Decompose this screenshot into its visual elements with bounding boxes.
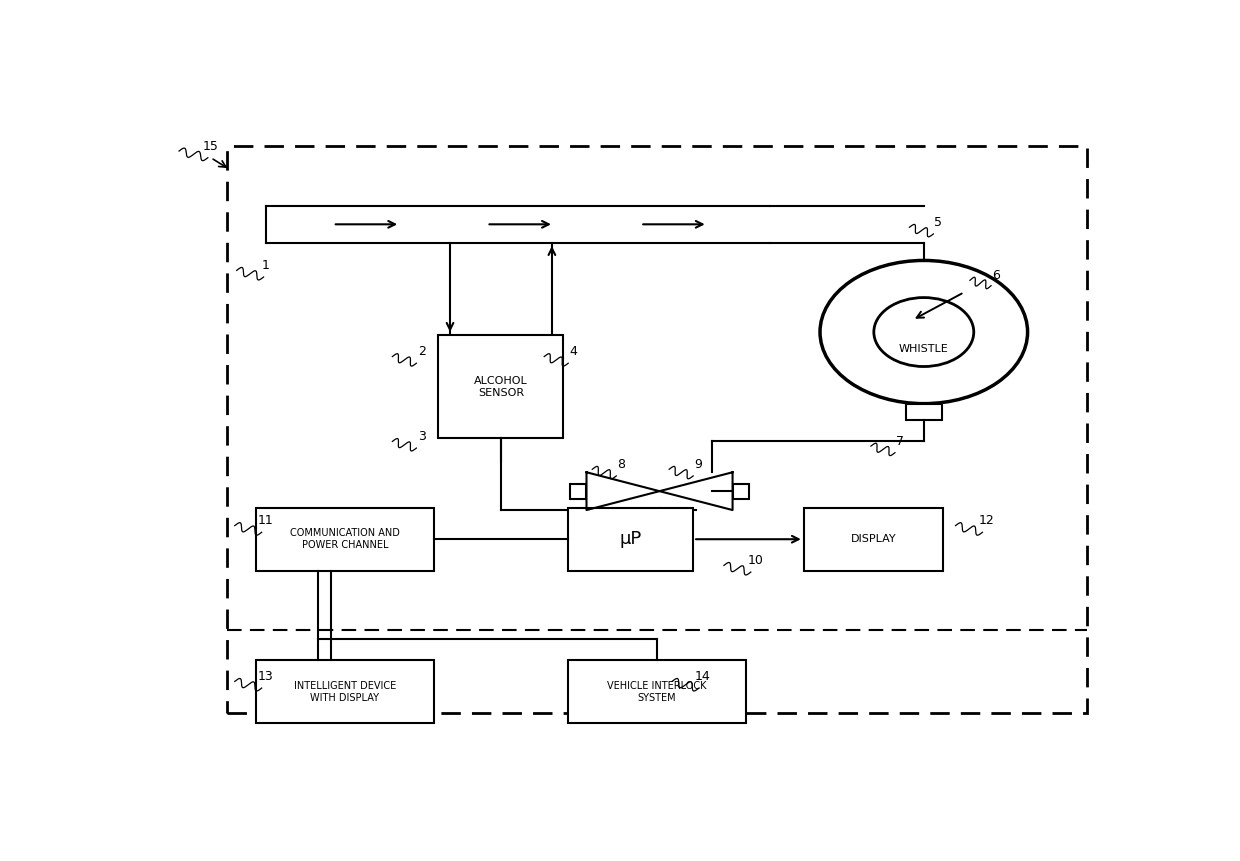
- Bar: [255, 508, 434, 571]
- Bar: [905, 404, 942, 420]
- Text: 15: 15: [203, 140, 218, 153]
- Bar: [568, 660, 746, 723]
- Text: 6: 6: [992, 269, 999, 282]
- Text: 8: 8: [618, 458, 625, 471]
- Text: 14: 14: [694, 671, 711, 684]
- Text: 9: 9: [694, 458, 702, 471]
- Ellipse shape: [820, 260, 1028, 404]
- Text: 2: 2: [418, 345, 427, 358]
- Bar: [439, 336, 563, 438]
- Text: 7: 7: [895, 435, 904, 448]
- Text: VEHICLE INTERLOCK
SYSTEM: VEHICLE INTERLOCK SYSTEM: [608, 681, 707, 703]
- Text: 13: 13: [258, 671, 273, 684]
- Text: 3: 3: [418, 430, 427, 443]
- Bar: [804, 508, 944, 571]
- Bar: [570, 484, 587, 499]
- Ellipse shape: [874, 298, 973, 367]
- Text: 4: 4: [569, 345, 577, 358]
- Text: WHISTLE: WHISTLE: [899, 344, 949, 354]
- Text: COMMUNICATION AND
POWER CHANNEL: COMMUNICATION AND POWER CHANNEL: [290, 529, 399, 550]
- Text: 12: 12: [978, 515, 994, 528]
- Bar: [255, 660, 434, 723]
- Text: 10: 10: [748, 554, 764, 567]
- Text: 11: 11: [258, 515, 273, 528]
- Bar: [568, 508, 693, 571]
- Bar: [733, 484, 749, 499]
- Bar: [227, 146, 1087, 713]
- Text: 1: 1: [262, 259, 269, 272]
- Text: INTELLIGENT DEVICE
WITH DISPLAY: INTELLIGENT DEVICE WITH DISPLAY: [294, 681, 396, 703]
- Text: μP: μP: [620, 530, 642, 548]
- Text: 5: 5: [934, 216, 942, 229]
- Text: ALCOHOL
SENSOR: ALCOHOL SENSOR: [474, 376, 528, 398]
- Text: DISPLAY: DISPLAY: [851, 534, 897, 544]
